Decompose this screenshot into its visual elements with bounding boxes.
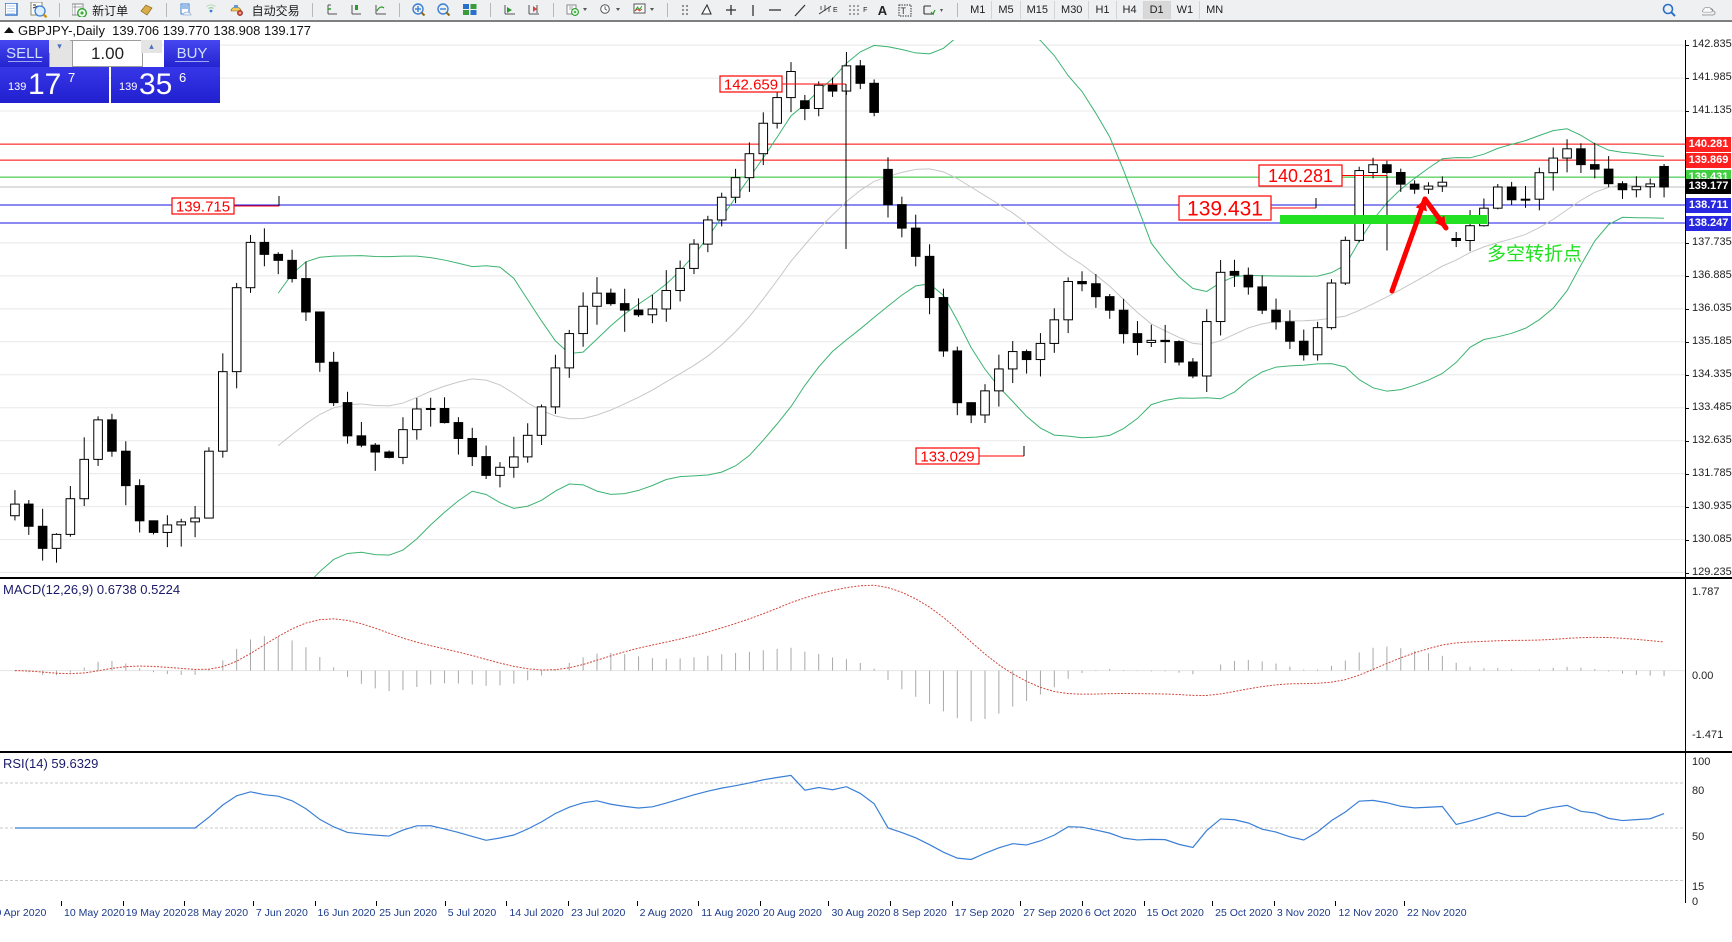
svg-text:139.431: 139.431 (1187, 198, 1263, 221)
svg-text:142.659: 142.659 (724, 76, 778, 93)
svg-text:139.715: 139.715 (176, 198, 230, 215)
svg-text:T: T (900, 6, 906, 16)
svg-text:140.281: 140.281 (1268, 166, 1333, 186)
svg-text:多空转折点: 多空转折点 (1487, 243, 1582, 265)
svg-text:133.029: 133.029 (920, 448, 974, 465)
